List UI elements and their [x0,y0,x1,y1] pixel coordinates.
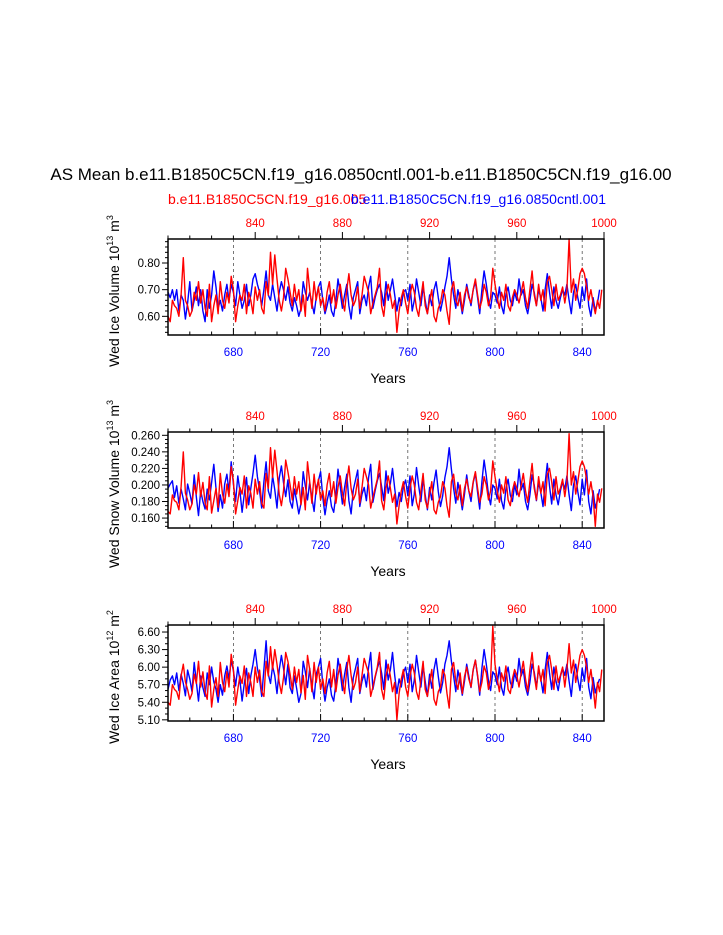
y-tick-label: 0.240 [131,447,160,459]
x-tick-label-bottom: 760 [398,347,417,359]
x-tick-label-top: 880 [333,604,352,616]
y-axis-label: Wed Snow Volume 1013 m3 [105,400,122,568]
x-tick-label-top: 880 [333,411,352,423]
legend-blue-name: b.e11.B1850C5CN.f19_g16.0850cntl.001 [351,191,606,207]
y-tick-label: 0.260 [131,430,160,442]
y-tick-label: 0.80 [138,258,160,270]
legend-red-name: b.e11.B1850C5CN.f19_g16.005 [168,191,366,207]
x-tick-label-top: 840 [246,218,265,230]
y-axis-label-yunitexp: 2 [105,610,115,615]
panel-2: 680 720 760 800 840 840 880 920 960 1000 0.160 0.18… [105,400,617,579]
x-tick-label-bottom: 680 [224,540,243,552]
panel-3: 680 720 760 800 840 840 880 920 960 1000 5.10 5.40 5… [105,604,617,772]
y-tick-label: 0.160 [131,513,160,525]
x-tick-label-bottom: 840 [573,347,592,359]
x-tick-label-bottom: 720 [311,540,330,552]
x-tick-label-bottom: 720 [311,733,330,745]
y-axis-label-yunit: m [106,220,122,236]
x-tick-label-top: 920 [420,218,439,230]
x-tick-label-top: 840 [246,411,265,423]
y-tick-label: 6.60 [138,627,160,639]
x-axis-label: Years [370,370,405,386]
y-tick-label: 0.70 [138,285,160,297]
x-tick-label-bottom: 760 [398,733,417,745]
x-tick-label-top: 1000 [591,218,617,230]
panel-1: 680 720 760 800 840 840 880 920 960 1000 0.60 0.70 0… [105,215,617,386]
x-tick-label-bottom: 840 [573,733,592,745]
y-tick-label: 5.40 [138,697,160,709]
y-tick-label: 6.30 [138,645,160,657]
y-axis-label: Wed Ice Volume 1013 m3 [105,215,122,367]
series-red [167,238,603,333]
x-tick-label-bottom: 720 [311,347,330,359]
x-tick-label-top: 880 [333,218,352,230]
x-tick-label-top: 920 [420,604,439,616]
series-red [167,433,603,527]
y-tick-label: 5.10 [138,715,160,727]
x-tick-label-top: 960 [507,218,526,230]
y-axis-label-yunit: m [106,615,122,631]
y-tick-label: 5.70 [138,680,160,692]
y-axis-label-yexp: 13 [105,236,115,246]
x-axis-label: Years [370,563,405,579]
series-red [167,625,603,721]
y-tick-label: 0.200 [131,480,160,492]
x-axis-label: Years [370,756,405,772]
y-axis-label-ylabel: Wed Ice Area 10 [106,640,122,743]
y-axis-label-ylabel: Wed Ice Volume 10 [106,246,122,367]
y-tick-label: 0.60 [138,311,160,323]
chart-title: AS Mean b.e11.B1850C5CN.f19_g16.0850cntl… [50,165,671,184]
x-tick-label-top: 840 [246,604,265,616]
y-axis-label-yunit: m [106,405,122,421]
y-axis-label-ylabel: Wed Snow Volume 10 [106,430,122,568]
x-tick-label-top: 960 [507,411,526,423]
y-tick-label: 6.00 [138,662,160,674]
x-tick-label-top: 960 [507,604,526,616]
x-tick-label-bottom: 840 [573,540,592,552]
x-tick-label-bottom: 800 [485,347,504,359]
y-axis-label-yexp: 13 [105,421,115,431]
x-tick-label-top: 920 [420,411,439,423]
y-tick-label: 0.180 [131,497,160,509]
x-tick-label-bottom: 680 [224,733,243,745]
x-tick-label-bottom: 680 [224,347,243,359]
x-tick-label-bottom: 760 [398,540,417,552]
y-axis-label-yunitexp: 3 [105,215,115,220]
x-tick-label-bottom: 800 [485,733,504,745]
y-axis-label-yunitexp: 3 [105,400,115,405]
x-tick-label-top: 1000 [591,411,617,423]
y-tick-label: 0.220 [131,463,160,475]
y-axis-label: Wed Ice Area 1012 m2 [105,610,122,744]
x-tick-label-bottom: 800 [485,540,504,552]
y-axis-label-yexp: 12 [105,631,115,641]
x-tick-label-top: 1000 [591,604,617,616]
